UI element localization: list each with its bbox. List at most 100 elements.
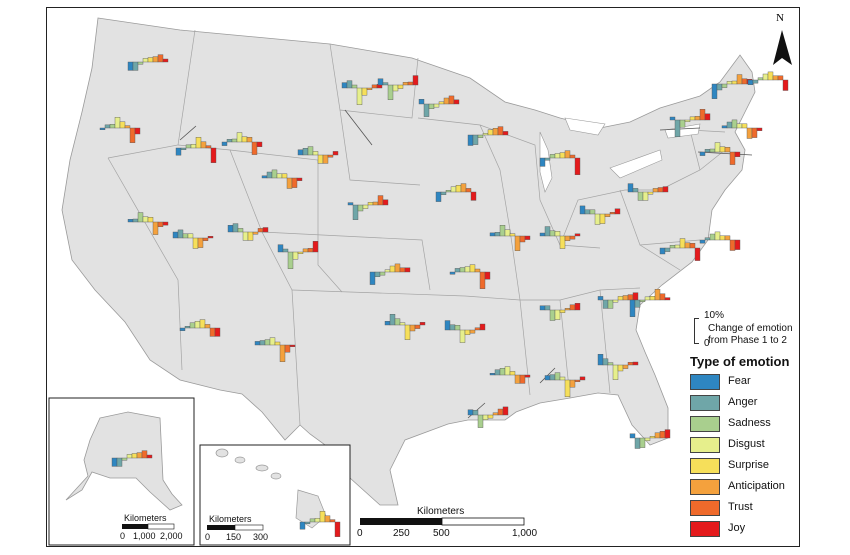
glyph-bar xyxy=(251,141,258,155)
glyph-bar xyxy=(372,201,379,206)
glyph-bar xyxy=(664,429,671,439)
emotion-glyph xyxy=(699,231,741,251)
legend-swatch xyxy=(690,479,720,495)
glyph-bar xyxy=(137,212,144,223)
glyph-bar xyxy=(445,189,452,193)
glyph-bar xyxy=(448,95,455,105)
glyph-bar xyxy=(387,84,394,100)
glyph-bar xyxy=(399,267,406,273)
glyph-bar xyxy=(564,379,571,397)
glyph-bar xyxy=(637,191,644,201)
glyph-bar xyxy=(502,406,509,416)
glyph-bar xyxy=(291,177,298,188)
glyph-bar xyxy=(121,457,128,461)
glyph-bar xyxy=(514,235,521,251)
glyph-bar xyxy=(423,103,430,117)
glyph-bar xyxy=(440,191,447,195)
glyph-bar xyxy=(357,204,364,212)
glyph-bar xyxy=(304,521,311,524)
glyph-bar xyxy=(382,82,389,86)
glyph-bar xyxy=(352,204,359,220)
glyph-bar xyxy=(341,82,348,89)
emotion-glyph xyxy=(489,224,531,251)
glyph-bar xyxy=(627,294,634,301)
legend-scale-description: Change of emotion from Phase 1 to 2 xyxy=(708,323,793,346)
glyph-bar xyxy=(202,237,209,241)
glyph-bar xyxy=(399,322,406,326)
glyph-bar xyxy=(554,230,561,237)
glyph-bar xyxy=(664,247,671,252)
glyph-bar xyxy=(129,127,136,143)
glyph-bar xyxy=(607,362,614,366)
glyph-bar xyxy=(254,341,261,346)
glyph-bar xyxy=(347,202,354,206)
glyph-bar xyxy=(131,453,138,459)
glyph-bar xyxy=(649,296,656,301)
glyph-bar xyxy=(127,219,134,223)
hawaii-scale-tick-2: 300 xyxy=(253,532,269,542)
glyph-bar xyxy=(195,136,202,149)
glyph-bar xyxy=(674,119,681,137)
glyph-bar xyxy=(459,329,466,343)
glyph-bar xyxy=(297,251,304,254)
glyph-bar xyxy=(309,518,316,523)
glyph-bar xyxy=(286,177,293,189)
legend-scale-top: 10% xyxy=(704,310,725,321)
glyph-bar xyxy=(479,323,486,331)
glyph-bar xyxy=(397,84,404,89)
glyph-bar xyxy=(617,364,624,372)
glyph-bar xyxy=(579,376,586,381)
glyph-bar xyxy=(284,344,291,353)
glyph-bar xyxy=(721,83,728,88)
glyph-bar xyxy=(444,320,451,331)
main-scale-bar xyxy=(360,517,525,526)
glyph-bar xyxy=(241,136,248,143)
glyph-bar xyxy=(492,412,499,416)
glyph-bar xyxy=(499,368,506,376)
glyph-bar xyxy=(499,224,506,237)
emotion-glyph xyxy=(277,240,319,269)
main-scale-tick-2: 500 xyxy=(433,528,450,539)
glyph-bar xyxy=(492,128,499,136)
glyph-bar xyxy=(629,433,636,439)
glyph-bar xyxy=(704,149,711,153)
glyph-bar xyxy=(724,146,731,153)
glyph-bar xyxy=(524,235,531,240)
legend-label: Surprise xyxy=(728,459,769,471)
glyph-bar xyxy=(694,247,701,261)
glyph-bar xyxy=(459,267,466,273)
glyph-bar xyxy=(662,186,669,193)
glyph-bar xyxy=(544,375,551,381)
legend-swatch xyxy=(690,374,720,390)
glyph-bar xyxy=(126,454,133,459)
glyph-bar xyxy=(469,329,476,334)
glyph-bar xyxy=(657,187,664,193)
glyph-bar xyxy=(736,74,743,85)
glyph-bar xyxy=(612,299,619,303)
glyph-bar xyxy=(694,116,701,121)
glyph-bar xyxy=(524,374,531,378)
glyph-bar xyxy=(746,127,753,139)
glyph-bar xyxy=(114,116,121,129)
emotion-glyph xyxy=(435,183,477,202)
emotion-glyph xyxy=(254,337,296,362)
glyph-bar xyxy=(312,151,319,156)
glyph-bar xyxy=(639,299,646,302)
glyph-bar xyxy=(454,325,461,331)
glyph-bar xyxy=(207,235,214,239)
glyph-bar xyxy=(724,235,731,241)
alaska-scale-tick-1: 1,000 xyxy=(133,531,156,541)
glyph-bar xyxy=(699,108,706,121)
emotion-glyph xyxy=(597,354,639,380)
glyph-bar xyxy=(482,132,489,136)
glyph-bar xyxy=(152,56,159,63)
glyph-bar xyxy=(157,221,164,228)
glyph-bar xyxy=(389,314,396,326)
glyph-bar xyxy=(142,216,149,223)
glyph-bar xyxy=(134,127,141,135)
glyph-bar xyxy=(282,248,289,253)
glyph-bar xyxy=(489,373,496,376)
glyph-bar xyxy=(414,324,421,329)
glyph-bar xyxy=(412,75,419,86)
glyph-bar xyxy=(274,341,281,346)
